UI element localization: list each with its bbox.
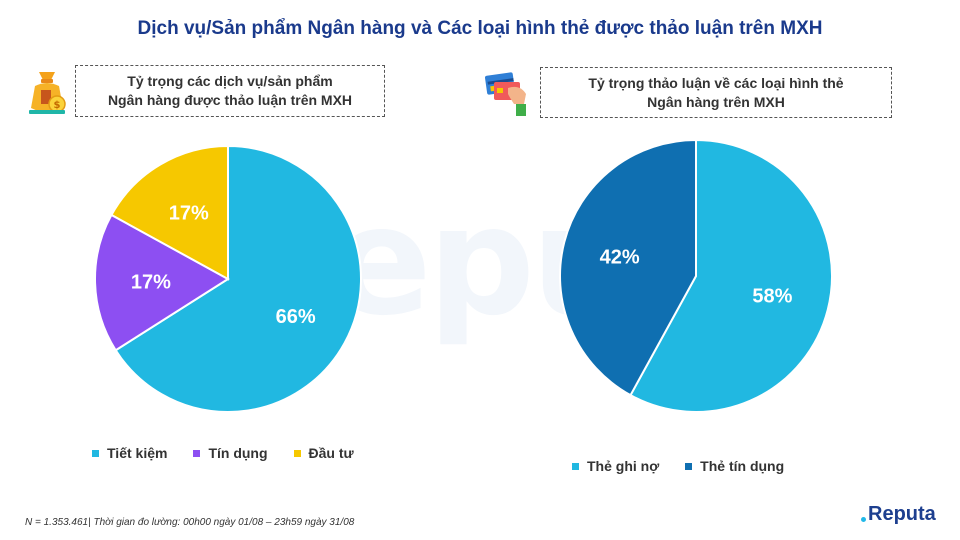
legend-item-debit-card: Thẻ ghi nợ [572,458,659,474]
legend-swatch-savings [92,449,99,457]
page-title: Dịch vụ/Sản phẩm Ngân hàng và Các loại h… [137,18,823,39]
legend-label-credit-card: Thẻ tín dụng [700,458,785,474]
pie2-label-1: 42% [600,246,640,268]
pie1-slice-1 [94,213,230,352]
pie1-label-1: 17% [131,271,171,293]
credit-card-hand-icon [485,72,526,116]
chart2-title-line1: Tỷ trọng thảo luận về các loại hình thẻ [588,74,844,91]
pie1-label-2: 17% [169,203,209,225]
chart1-title-line1: Tỷ trọng các dịch vụ/sản phẩm [127,73,333,89]
legend-item-savings: Tiết kiệm [92,445,167,461]
pie1-label-0: 66% [276,306,316,328]
chart1-legend: Tiết kiệm Tín dụng Đầu tư [92,445,354,461]
pie-chart-card-types: 58% 42% [559,138,833,413]
legend-label-credit: Tín dụng [208,445,268,461]
brand-name: Reputa [868,503,936,525]
brand-logo: Reputa [861,503,936,526]
legend-swatch-debit-card [572,462,579,470]
money-bag-icon: $ [29,72,66,114]
pie1-slice-0 [114,144,362,413]
legend-label-debit-card: Thẻ ghi nợ [587,458,660,474]
svg-text:$: $ [54,100,61,111]
legend-item-credit: Tín dụng [193,445,268,461]
chart1-title-line2: Ngân hàng được thảo luận trên MXH [107,92,353,108]
legend-label-investment: Đầu tư [308,445,354,461]
pie2-slice-0 [629,138,833,413]
legend-item-investment: Đầu tư [293,445,354,461]
pie2-slice-1 [559,138,697,397]
legend-swatch-credit-card [685,462,693,470]
pie-chart-banking-services: 66% 17% 17% [94,144,362,413]
legend-swatch-investment [293,449,301,457]
legend-item-credit-card: Thẻ tín dụng [685,458,784,474]
chart2-legend: Thẻ ghi nợ Thẻ tín dụng [572,458,784,474]
chart1-title-box: Tỷ trọng các dịch vụ/sản phẩm Ngân hàng … [75,65,385,117]
brand-dot-icon [861,517,866,522]
pie2-label-0: 58% [752,286,792,308]
legend-swatch-credit [193,449,201,457]
legend-label-savings: Tiết kiệm [107,445,168,461]
pie1-slice-2 [110,144,229,281]
chart2-title-line2: Ngân hàng trên MXH [647,93,785,110]
chart2-title-box: Tỷ trọng thảo luận về các loại hình thẻ … [540,67,892,118]
footnote: N = 1.353.461| Thời gian đo lường: 00h00… [25,517,355,528]
